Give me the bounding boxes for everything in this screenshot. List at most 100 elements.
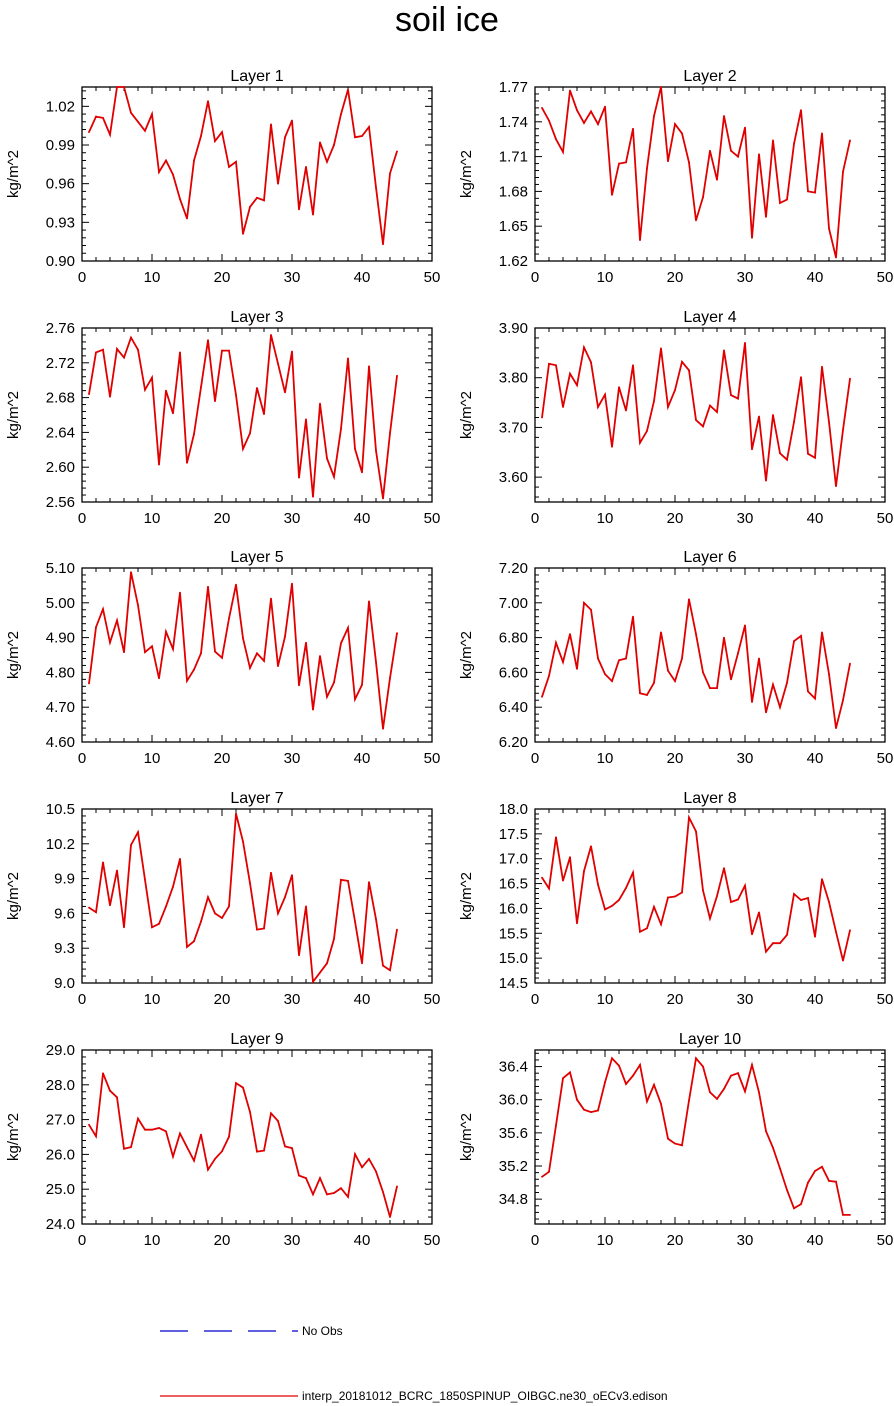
data-point (548, 362, 550, 365)
x-tick-label: 40 (807, 991, 824, 1008)
data-point (389, 969, 391, 972)
data-point (849, 1214, 851, 1216)
data-point (214, 140, 216, 143)
panel-title: Layer 2 (683, 68, 736, 85)
data-point (835, 1180, 837, 1183)
data-point (716, 1098, 718, 1100)
y-tick-label: 2.72 (46, 355, 75, 372)
x-tick-label: 10 (597, 510, 614, 527)
y-tick-label: 4.60 (46, 734, 75, 751)
data-point (667, 160, 669, 163)
data-point (562, 406, 564, 408)
data-point (235, 160, 237, 163)
data-point (396, 632, 398, 634)
x-tick-label: 40 (807, 269, 824, 286)
data-point (730, 1074, 732, 1077)
data-point (375, 449, 377, 452)
data-point (144, 1128, 146, 1131)
data-point (298, 208, 300, 211)
series-line (541, 599, 851, 729)
panel-9: Layer 9 kg/m^2 0 10 20 30 40 50 24.0 25.0 26.0 27.0… (5, 1031, 440, 1249)
data-point (179, 351, 181, 354)
data-point (849, 139, 851, 142)
x-tick-label: 40 (354, 269, 371, 286)
data-point (242, 637, 244, 640)
data-point (632, 615, 634, 618)
data-point (242, 233, 244, 235)
data-point (646, 1100, 648, 1103)
data-point (807, 452, 809, 455)
data-point (835, 930, 837, 933)
data-point (221, 1150, 223, 1153)
x-tick-label: 50 (424, 750, 441, 767)
data-point (576, 668, 578, 670)
data-point (590, 608, 592, 611)
x-tick-label: 20 (214, 991, 231, 1008)
data-point (130, 111, 132, 114)
data-point (639, 692, 641, 695)
data-point (333, 144, 335, 146)
data-point (333, 938, 335, 940)
data-point (389, 677, 391, 679)
data-point (109, 133, 111, 136)
data-point (702, 196, 704, 199)
data-point (200, 1133, 202, 1136)
data-point (326, 1193, 328, 1196)
data-point (758, 415, 760, 418)
y-tick-label: 0.93 (46, 214, 75, 231)
y-axis-label: kg/m^2 (458, 1113, 475, 1161)
data-point (263, 199, 265, 202)
data-point (758, 657, 760, 660)
data-point (319, 402, 321, 405)
data-point (842, 429, 844, 431)
y-tick-label: 36.4 (499, 1059, 528, 1076)
data-point (193, 159, 195, 162)
data-point (604, 673, 606, 675)
data-point (828, 901, 830, 903)
data-point (368, 126, 370, 128)
series-line (541, 342, 851, 487)
data-point (548, 887, 550, 890)
legend-lines (160, 1330, 298, 1397)
data-point (660, 631, 662, 634)
data-point (270, 1112, 272, 1115)
data-point (814, 456, 816, 459)
data-point (207, 1168, 209, 1171)
data-point (583, 122, 585, 124)
data-point (340, 642, 342, 645)
data-point (347, 1196, 349, 1198)
y-tick-label: 4.70 (46, 699, 75, 716)
data-point (312, 980, 314, 983)
data-point (604, 105, 606, 108)
y-tick-label: 3.90 (499, 320, 528, 337)
data-point (541, 416, 543, 419)
x-tick-label: 30 (737, 269, 754, 286)
x-tick-label: 10 (144, 510, 161, 527)
data-point (807, 190, 809, 193)
data-point (828, 673, 830, 675)
data-point (347, 88, 349, 91)
y-tick-label: 18.0 (499, 801, 528, 818)
data-point (347, 880, 349, 882)
data-point (123, 356, 125, 359)
data-point (681, 891, 683, 894)
data-point (95, 115, 97, 118)
data-point (291, 1147, 293, 1149)
data-point (333, 1192, 335, 1194)
data-point (786, 681, 788, 684)
data-point (102, 117, 104, 119)
data-point (242, 448, 244, 450)
y-tick-label: 2.60 (46, 459, 75, 476)
data-point (102, 608, 104, 610)
x-tick-label: 0 (78, 510, 86, 527)
data-point (674, 1142, 676, 1145)
data-point (541, 1175, 543, 1178)
data-point (340, 1187, 342, 1190)
data-point (277, 362, 279, 365)
data-point (702, 671, 704, 674)
x-tick-label: 20 (214, 510, 231, 527)
data-point (583, 346, 585, 349)
x-tick-label: 50 (877, 991, 894, 1008)
data-point (730, 394, 732, 396)
x-tick-label: 40 (807, 1232, 824, 1249)
